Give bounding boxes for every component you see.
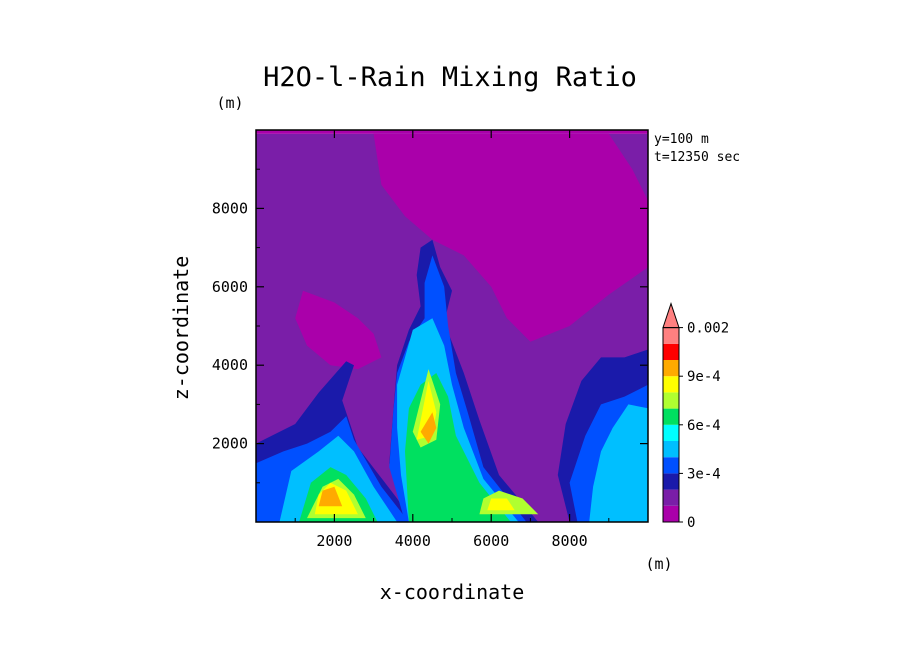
y-axis: 2000 4000 6000 8000 [212,168,648,484]
contour-region-12 [589,404,648,522]
y-tick-label: 6000 [212,278,248,296]
colorbar-segment-3 [663,457,679,474]
x-tick-label: 2000 [316,532,352,550]
annotation-t: t=12350 sec [654,150,740,165]
colorbar-label: 0 [687,515,695,531]
contour-region-20 [487,498,515,511]
colorbar-label: 9e-4 [687,369,721,385]
x-axis-label: x-coordinate [380,580,525,604]
colorbar-segment-8 [663,376,679,393]
x-tick-label: 8000 [552,532,588,550]
contour-region-0 [256,130,648,134]
colorbar-segment-10 [663,343,679,360]
x-tick-label: 6000 [473,532,509,550]
y-axis-label: z-coordinate [169,256,193,401]
colorbar-segment-4 [663,441,679,458]
colorbar-segment-11 [663,327,679,344]
colorbar-label: 0.002 [687,321,729,337]
annotation-y: y=100 m [654,132,709,147]
colorbar-label: 3e-4 [687,466,721,482]
contour-fill [256,130,648,523]
y-tick-label: 4000 [212,356,248,374]
colorbar-segment-5 [663,424,679,441]
colorbar-segment-1 [663,489,679,506]
contour-region-2 [373,133,648,342]
colorbar-extend-arrow [662,302,680,329]
colorbar-segment-6 [663,408,679,425]
colorbar-segment-2 [663,473,679,490]
y-unit-label: (m) [216,94,243,112]
x-tick-label: 4000 [395,532,431,550]
contour-region-22 [420,412,437,444]
colorbar-label: 6e-4 [687,418,721,434]
x-axis: 2000 4000 6000 8000 [294,130,610,550]
colorbar-segment-0 [663,505,679,522]
y-tick-label: 2000 [212,435,248,453]
x-unit-label: (m) [645,555,672,573]
contour-region-21 [318,486,343,507]
colorbar: 0 3e-4 6e-4 9e-4 0.002 [662,302,729,531]
colorbar-segment-7 [663,392,679,409]
colorbar-segment-9 [663,360,679,377]
contour-region-3 [295,290,382,370]
y-tick-label: 8000 [212,199,248,217]
chart-title: H2O-l-Rain Mixing Ratio [263,62,637,93]
